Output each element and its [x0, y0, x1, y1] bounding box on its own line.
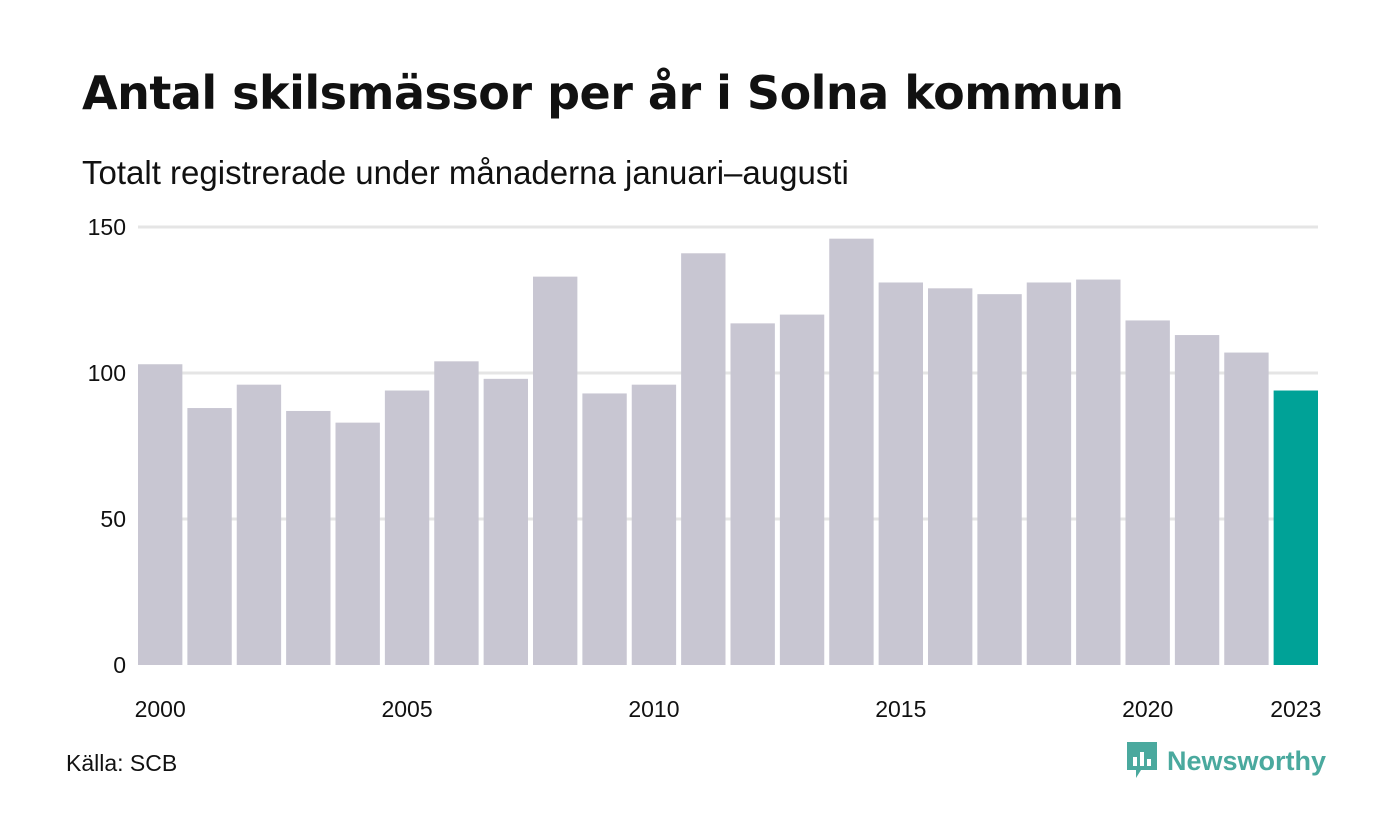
- source-note: Källa: SCB: [66, 750, 178, 776]
- bar-2002: [236, 384, 282, 665]
- y-tick-label: 50: [100, 506, 126, 532]
- bar-2023: [1273, 390, 1318, 665]
- y-axis: 0 50 100 150: [88, 214, 126, 678]
- bar-2019: [1076, 279, 1121, 665]
- bar-chart-speech-icon: [1126, 742, 1157, 778]
- chart-subtitle: Totalt registrerade under månaderna janu…: [82, 154, 849, 191]
- bar-chart: 0 50 100 150 2000 2005 2010 2015 2020 2023: [88, 214, 1322, 722]
- grid-lines: [138, 225, 1318, 521]
- bar-2003: [286, 410, 331, 665]
- bar-2010: [631, 384, 677, 665]
- bar-2015: [878, 282, 923, 665]
- bar-2012: [730, 323, 775, 665]
- x-tick-label: 2015: [875, 696, 926, 722]
- x-tick-label: 2010: [628, 696, 679, 722]
- bar-2016: [928, 288, 973, 665]
- bar-2020: [1125, 320, 1170, 665]
- bar-2009: [582, 393, 627, 665]
- bar-2014: [829, 238, 874, 665]
- bar-2013: [779, 314, 825, 665]
- y-tick-label: 0: [113, 652, 126, 678]
- x-tick-label: 2023: [1270, 696, 1321, 722]
- bar-2017: [977, 294, 1022, 665]
- y-tick-label: 100: [88, 360, 126, 386]
- y-tick-label: 150: [88, 214, 126, 240]
- bar-2006: [434, 361, 479, 665]
- bar-2004: [335, 422, 380, 665]
- bar-2011: [681, 253, 726, 665]
- x-tick-label: 2020: [1122, 696, 1173, 722]
- brand-name: Newsworthy: [1166, 745, 1326, 776]
- bars: [138, 238, 1318, 665]
- bar-2008: [533, 276, 578, 665]
- bar-2021: [1174, 335, 1220, 665]
- chart-title: Antal skilsmässor per år i Solna kommun: [82, 66, 1124, 120]
- bar-2005: [384, 390, 430, 665]
- bar-2000: [138, 364, 183, 665]
- x-axis: 2000 2005 2010 2015 2020 2023: [135, 696, 1322, 722]
- bar-2007: [483, 378, 528, 665]
- brand-logo[interactable]: Newsworthy: [1126, 742, 1326, 780]
- x-tick-label: 2000: [135, 696, 186, 722]
- x-tick-label: 2005: [381, 696, 432, 722]
- bar-2001: [187, 408, 232, 665]
- bar-2018: [1026, 282, 1072, 665]
- bar-2022: [1224, 352, 1269, 665]
